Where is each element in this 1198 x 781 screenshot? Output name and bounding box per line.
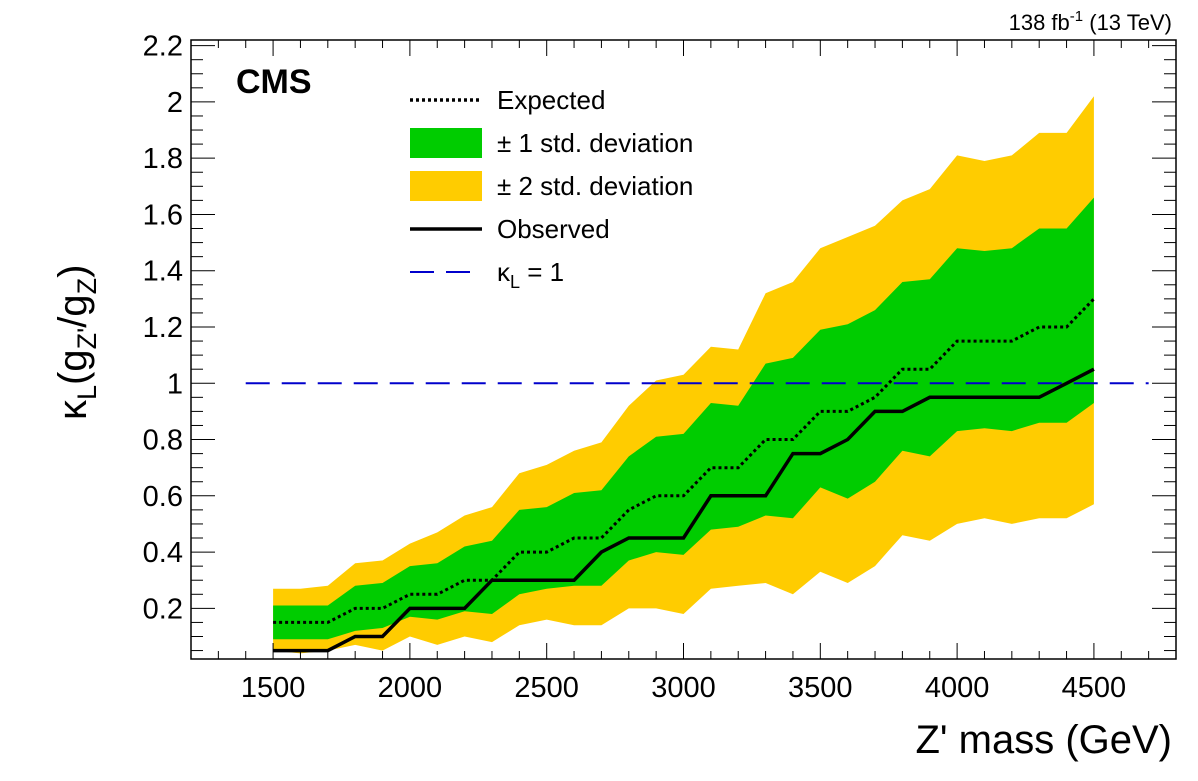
legend-label: Expected — [497, 85, 605, 115]
y-tick-label: 0.2 — [143, 593, 183, 625]
axis-ticks — [191, 40, 1177, 659]
y-tick-label: 1 — [167, 368, 183, 400]
y-tick-label: 1.6 — [143, 199, 183, 231]
y-tick-label: 0.8 — [143, 425, 183, 457]
y-axis-title: κL(gZ'/gZ) — [51, 265, 102, 420]
cms-label: CMS — [236, 63, 312, 101]
legend: Expected ± 1 std. deviation ± 2 std. devia… — [410, 85, 693, 292]
legend-label: ± 1 std. deviation — [497, 128, 693, 158]
band-1-sigma-yellow — [273, 96, 1094, 654]
x-tick-label: 3000 — [651, 672, 716, 704]
uncertainty-bands — [273, 96, 1094, 654]
tick-labels: 1500 2000 2500 3000 3500 4000 4500 0.2 0.4 0.6 0.8… — [143, 31, 1127, 704]
y-tick-label: 2.2 — [143, 31, 183, 63]
lumi-label: 138 fb-1 (13 TeV) — [1009, 8, 1172, 35]
legend-label: κL = 1 — [497, 257, 564, 292]
observed-limit-line — [273, 367, 1095, 653]
x-tick-label: 2500 — [514, 672, 579, 704]
y-tick-label: 1.2 — [143, 312, 183, 344]
y-tick-label: 0.4 — [143, 537, 183, 569]
y-tick-label: 0.6 — [143, 481, 183, 513]
x-tick-label: 4000 — [925, 672, 990, 704]
legend-label: ± 2 std. deviation — [497, 171, 693, 201]
band-2-sigma-green — [273, 197, 1094, 640]
x-axis-title: Z' mass (GeV) — [915, 718, 1172, 762]
y-tick-label: 1.8 — [143, 143, 183, 175]
y-tick-label: 1.4 — [143, 256, 183, 288]
x-tick-label: 2000 — [378, 672, 443, 704]
y-tick-label: 2 — [167, 87, 183, 119]
x-tick-label: 3500 — [788, 672, 853, 704]
legend-label: Observed — [497, 214, 610, 244]
limit-lines — [245, 297, 1149, 653]
x-tick-label: 1500 — [241, 672, 306, 704]
legend-swatch-2sigma — [410, 171, 482, 201]
x-tick-label: 4500 — [1062, 672, 1127, 704]
legend-swatch-1sigma — [410, 128, 482, 158]
expected-limit-line — [273, 297, 1095, 624]
